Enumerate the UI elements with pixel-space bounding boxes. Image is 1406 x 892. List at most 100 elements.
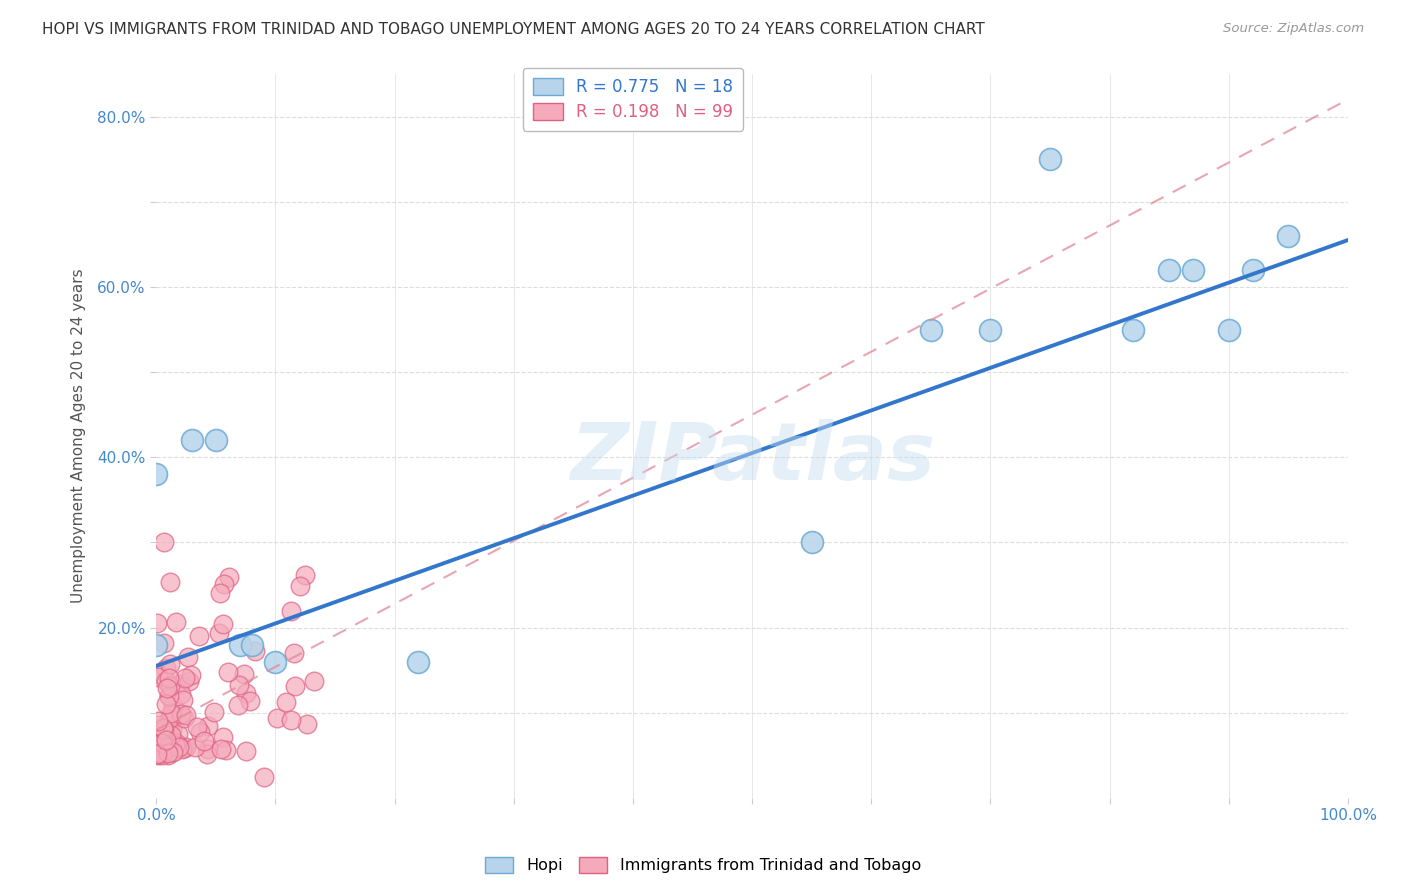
Point [408, 655, 430, 669]
Point [209, 742, 232, 756]
Point [193, 734, 215, 748]
Point [169, 677, 191, 691]
Point [187, 629, 209, 643]
Point [218, 570, 240, 584]
Legend: Hopi, Immigrants from Trinidad and Tobago: Hopi, Immigrants from Trinidad and Tobag… [478, 850, 928, 880]
Point [217, 665, 239, 680]
Point [166, 727, 188, 741]
Point [160, 728, 183, 742]
Point [235, 744, 257, 758]
Point [152, 723, 174, 737]
Point [174, 708, 197, 723]
Point [1218, 322, 1240, 336]
Point [212, 577, 235, 591]
Point [169, 688, 191, 702]
Point [146, 665, 169, 680]
Point [176, 650, 198, 665]
Point [215, 742, 238, 756]
Point [283, 646, 305, 660]
Point [239, 694, 262, 708]
Point [145, 638, 167, 652]
Point [156, 739, 179, 754]
Point [212, 616, 235, 631]
Point [157, 690, 180, 704]
Point [284, 679, 307, 693]
Point [1039, 152, 1062, 166]
Y-axis label: Unemployment Among Ages 20 to 24 years: Unemployment Among Ages 20 to 24 years [72, 268, 86, 603]
Text: Source: ZipAtlas.com: Source: ZipAtlas.com [1223, 22, 1364, 36]
Point [155, 661, 177, 675]
Point [160, 723, 183, 737]
Point [197, 719, 219, 733]
Point [177, 673, 200, 688]
Point [165, 615, 187, 630]
Point [295, 717, 318, 731]
Point [150, 747, 173, 761]
Point [146, 670, 169, 684]
Point [235, 686, 257, 700]
Text: HOPI VS IMMIGRANTS FROM TRINIDAD AND TOBAGO UNEMPLOYMENT AMONG AGES 20 TO 24 YEA: HOPI VS IMMIGRANTS FROM TRINIDAD AND TOB… [42, 22, 986, 37]
Point [202, 705, 225, 719]
Point [184, 739, 207, 754]
Point [162, 745, 184, 759]
Text: ZIPatlas: ZIPatlas [569, 418, 935, 497]
Point [197, 741, 219, 756]
Point [160, 706, 183, 720]
Point [1159, 263, 1181, 277]
Point [159, 671, 181, 685]
Point [159, 679, 181, 693]
Point [157, 712, 180, 726]
Point [170, 741, 193, 756]
Point [148, 714, 170, 728]
Point [186, 720, 208, 734]
Point [160, 745, 183, 759]
Point [157, 748, 180, 763]
Point [167, 739, 190, 754]
Point [228, 678, 250, 692]
Point [290, 579, 312, 593]
Point [266, 711, 288, 725]
Point [162, 698, 184, 712]
Point [920, 322, 942, 336]
Point [280, 713, 302, 727]
Point [174, 671, 197, 685]
Point [159, 713, 181, 727]
Point [294, 568, 316, 582]
Point [156, 740, 179, 755]
Point [159, 657, 181, 672]
Point [159, 575, 181, 590]
Point [146, 616, 169, 631]
Point [170, 706, 193, 721]
Point [243, 643, 266, 657]
Point [150, 747, 173, 762]
Point [208, 586, 231, 600]
Point [264, 655, 287, 669]
Point [146, 748, 169, 763]
Point [180, 667, 202, 681]
Point [228, 638, 250, 652]
Point [195, 747, 218, 761]
Point [155, 681, 177, 696]
Point [173, 711, 195, 725]
Point [155, 673, 177, 688]
Point [157, 689, 180, 703]
Point [181, 434, 204, 448]
Point [145, 467, 167, 482]
Point [304, 674, 326, 689]
Point [163, 738, 186, 752]
Point [173, 741, 195, 756]
Point [152, 721, 174, 735]
Point [979, 322, 1001, 336]
Point [146, 747, 169, 762]
Point [1241, 263, 1264, 277]
Point [252, 770, 274, 784]
Point [276, 695, 298, 709]
Point [174, 739, 197, 754]
Point [152, 723, 174, 737]
Point [155, 697, 177, 711]
Point [212, 730, 235, 744]
Point [150, 746, 173, 760]
Point [240, 638, 263, 652]
Point [188, 724, 211, 739]
Point [153, 636, 176, 650]
